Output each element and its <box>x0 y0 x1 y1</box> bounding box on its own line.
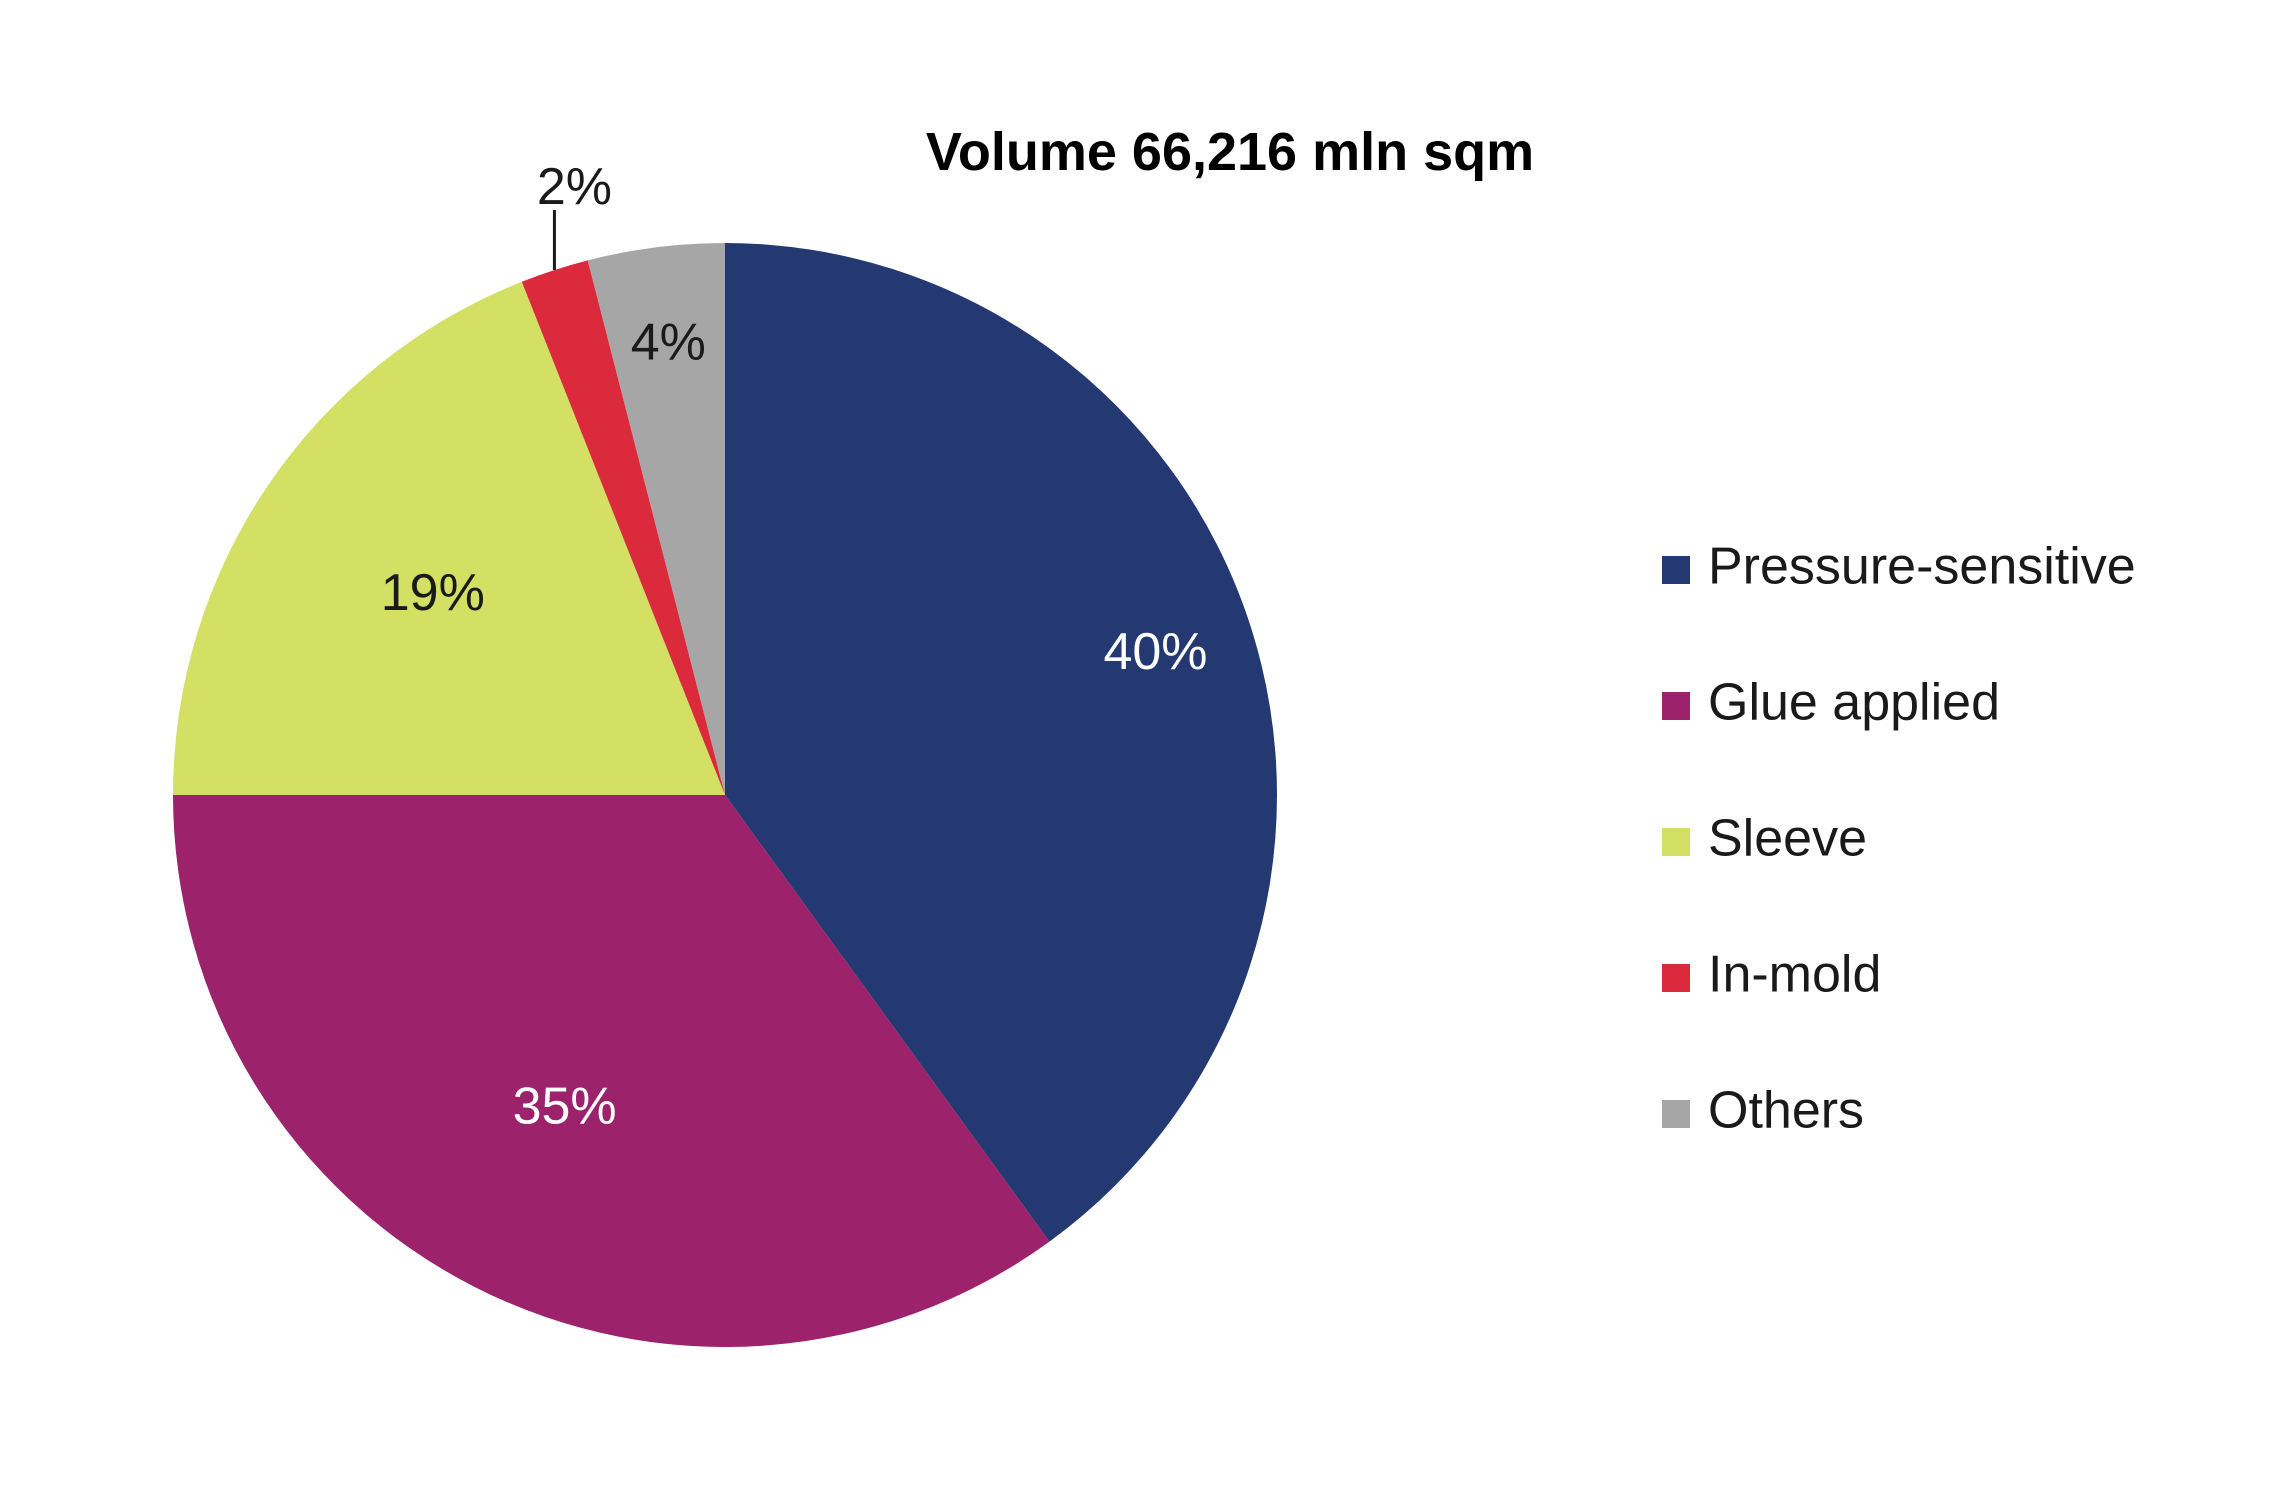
legend-item-pressure-sensitive: Pressure-sensitive <box>1662 538 2136 596</box>
pie-slice-labels: 40% 35% 19% 2% 4% <box>381 158 1208 1136</box>
slice-label-sleeve: 19% <box>381 564 485 622</box>
pie-slice-others <box>587 243 725 795</box>
pie-slice-sleeve <box>173 281 725 795</box>
slice-label-pressure-sensitive: 40% <box>1103 623 1207 681</box>
legend-label-glue-applied: Glue applied <box>1708 674 2000 732</box>
legend-item-others: Others <box>1662 1082 1864 1140</box>
legend-label-in-mold: In-mold <box>1708 946 1881 1004</box>
slice-label-in-mold: 2% <box>537 158 612 216</box>
pie-slice-pressure-sensitive <box>725 243 1278 1242</box>
pie-slice-glue-applied <box>173 795 1050 1348</box>
legend-swatch-others <box>1662 1100 1690 1128</box>
legend-label-sleeve: Sleeve <box>1708 810 1867 868</box>
legend-item-glue-applied: Glue applied <box>1662 674 2000 732</box>
legend-swatch-glue-applied <box>1662 692 1690 720</box>
legend-item-sleeve: Sleeve <box>1662 810 1867 868</box>
chart-title: Volume 66,216 mln sqm <box>926 122 1534 182</box>
pie-slice-in-mold <box>521 260 725 795</box>
legend-swatch-pressure-sensitive <box>1662 556 1690 584</box>
pie-slices <box>173 243 1278 1348</box>
slice-label-glue-applied: 35% <box>513 1078 617 1136</box>
legend-swatch-in-mold <box>1662 964 1690 992</box>
legend-item-in-mold: In-mold <box>1662 946 1881 1004</box>
legend: Pressure-sensitive Glue applied Sleeve In-m… <box>1662 538 2136 1140</box>
legend-swatch-sleeve <box>1662 828 1690 856</box>
legend-label-others: Others <box>1708 1082 1864 1140</box>
legend-label-pressure-sensitive: Pressure-sensitive <box>1708 538 2136 596</box>
slice-label-others: 4% <box>631 314 706 372</box>
